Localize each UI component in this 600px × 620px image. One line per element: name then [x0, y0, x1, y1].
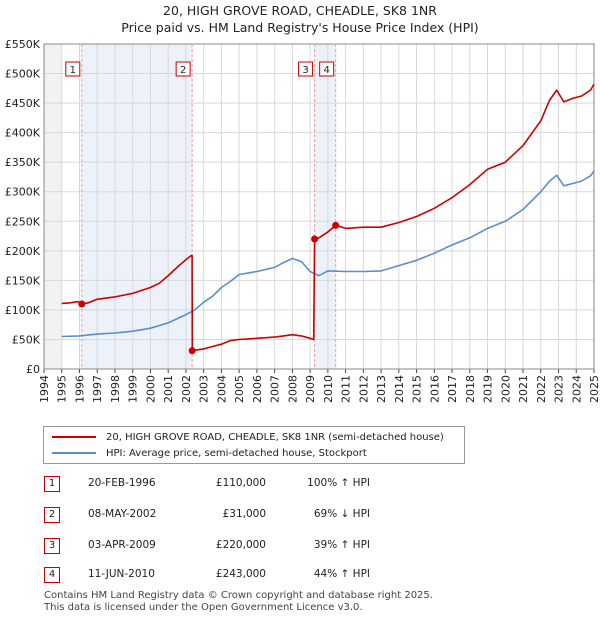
x-tick-label: 2010 — [322, 375, 335, 403]
transaction-hpi-change: 44% ↑ HPI — [313, 568, 370, 580]
transaction-date: 08-MAY-2002 — [88, 508, 157, 520]
x-tick-label: 2015 — [411, 375, 424, 403]
transaction-point — [311, 235, 319, 243]
x-tick-label: 2012 — [357, 375, 370, 403]
transaction-price: £243,000 — [215, 568, 266, 580]
x-tick-label: 2018 — [464, 375, 477, 403]
transaction-label-box — [298, 61, 314, 77]
x-tick-label: 2001 — [162, 375, 175, 403]
transaction-point — [188, 347, 196, 355]
transaction-date: 11-JUN-2010 — [88, 568, 155, 580]
y-tick-label: £400K — [5, 127, 41, 140]
y-tick-label: £250K — [5, 215, 41, 228]
y-tick-label: £200K — [5, 245, 41, 258]
transaction-number: 4 — [44, 567, 60, 583]
x-tick-label: 2007 — [269, 375, 282, 403]
x-tick-label: 2013 — [375, 375, 388, 403]
legend-item-property: 20, HIGH GROVE ROAD, CHEADLE, SK8 1NR (s… — [52, 430, 444, 444]
legend-label-hpi: HPI: Average price, semi-detached house,… — [106, 447, 367, 459]
footer-copyright: Contains HM Land Registry data © Crown c… — [44, 590, 433, 601]
x-tick-label: 1997 — [91, 375, 104, 403]
transaction-label: 1 — [70, 65, 76, 76]
legend-swatch-property — [52, 436, 96, 438]
x-tick-label: 2023 — [553, 375, 566, 403]
transaction-label-box — [65, 61, 81, 77]
x-tick-label: 2006 — [251, 375, 264, 403]
x-tick-label: 2004 — [215, 375, 228, 403]
x-tick-label: 2024 — [570, 375, 583, 403]
price-chart: £0 £50K £100K £150K £200K £250K £300K £350K £400… — [5, 38, 600, 403]
transaction-label-box — [319, 61, 335, 77]
x-tick-label: 1998 — [109, 375, 122, 403]
transaction-hpi-change: 69% ↓ HPI — [313, 508, 370, 520]
transaction-point — [78, 300, 86, 308]
transaction-number: 1 — [44, 476, 60, 492]
transaction-number: 3 — [44, 538, 60, 554]
ownership-band — [314, 44, 336, 369]
transaction-price: £220,000 — [215, 539, 266, 551]
x-tick-label: 1995 — [56, 375, 69, 403]
transaction-label-box — [175, 61, 191, 77]
x-tick-label: 2017 — [446, 375, 459, 403]
x-tick-label: 2025 — [588, 375, 600, 403]
transaction-hpi-change: 39% ↑ HPI — [313, 539, 370, 551]
property-series-line — [61, 83, 595, 352]
plot-frame — [43, 43, 595, 370]
footer-licence: This data is licensed under the Open Gov… — [44, 602, 363, 613]
x-tick-label: 2021 — [517, 375, 530, 403]
y-tick-label: £150K — [5, 274, 41, 287]
ownership-band — [81, 44, 193, 369]
x-tick-label: 1994 — [38, 375, 51, 403]
x-tick-label: 2003 — [198, 375, 211, 403]
x-tick-label: 2011 — [340, 375, 353, 403]
transaction-label: 4 — [323, 65, 329, 76]
transaction-date: 03-APR-2009 — [88, 539, 156, 551]
y-tick-label: £500K — [5, 68, 41, 81]
y-tick-label: £350K — [5, 156, 41, 169]
y-tick-label: £100K — [5, 304, 41, 317]
x-tick-label: 2000 — [144, 375, 157, 403]
transaction-date: 20-FEB-1996 — [88, 477, 156, 489]
y-tick-label: £300K — [5, 186, 41, 199]
transaction-price: £31,000 — [222, 508, 266, 520]
y-tick-label: £550K — [5, 38, 41, 51]
no-data-area — [44, 44, 62, 369]
chart-title: 20, HIGH GROVE ROAD, CHEADLE, SK8 1NR — [163, 3, 437, 18]
transaction-label: 2 — [180, 65, 186, 76]
transaction-hpi-change: 100% ↑ HPI — [307, 477, 370, 489]
legend-item-hpi: HPI: Average price, semi-detached house,… — [52, 446, 367, 460]
y-tick-label: £50K — [12, 333, 41, 346]
legend: 20, HIGH GROVE ROAD, CHEADLE, SK8 1NR (s… — [43, 426, 465, 464]
y-tick-label: £0 — [26, 363, 40, 376]
hpi-series-line — [61, 170, 595, 338]
x-tick-label: 2019 — [482, 375, 495, 403]
x-tick-label: 2008 — [286, 375, 299, 403]
transaction-number: 2 — [44, 507, 60, 523]
legend-swatch-hpi — [52, 452, 96, 454]
transaction-point — [332, 221, 340, 229]
x-tick-label: 2020 — [499, 375, 512, 403]
transaction-price: £110,000 — [215, 477, 266, 489]
x-tick-label: 1996 — [73, 375, 86, 403]
x-tick-label: 2009 — [304, 375, 317, 403]
x-tick-label: 2014 — [393, 375, 406, 403]
x-tick-label: 2016 — [428, 375, 441, 403]
x-tick-label: 2002 — [180, 375, 193, 403]
legend-label-property: 20, HIGH GROVE ROAD, CHEADLE, SK8 1NR (s… — [106, 431, 444, 443]
x-tick-label: 2022 — [535, 375, 548, 403]
y-tick-label: £450K — [5, 97, 41, 110]
chart-subtitle: Price paid vs. HM Land Registry's House … — [121, 20, 479, 35]
transaction-label: 3 — [302, 65, 308, 76]
x-tick-label: 2005 — [233, 375, 246, 403]
x-tick-label: 1999 — [127, 375, 140, 403]
